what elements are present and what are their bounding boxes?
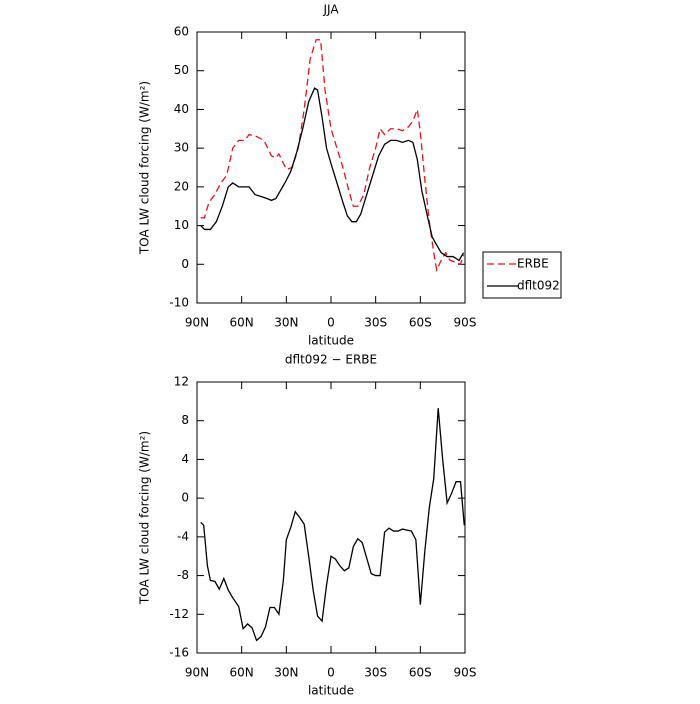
y-tick-label: 10 (174, 218, 189, 232)
x-tick-label: 0 (327, 666, 335, 680)
y-tick-label: -10 (169, 296, 189, 310)
y-tick-label: -8 (177, 568, 189, 582)
legend-box (482, 251, 562, 299)
x-tick-label: 30N (274, 666, 298, 680)
x-tick-label: 60S (409, 666, 432, 680)
x-tick-label: 30S (364, 666, 387, 680)
y-tick-label: -4 (177, 529, 189, 543)
y-tick-label: 50 (174, 63, 189, 77)
chart-title: dflt092 − ERBE (285, 353, 377, 367)
x-tick-label: 90N (185, 666, 209, 680)
y-tick-label: 0 (181, 257, 189, 271)
y-tick-label: -16 (169, 646, 189, 660)
legend-label: ERBE (517, 257, 549, 271)
x-tick-label: 60S (409, 316, 432, 330)
line-series (200, 408, 465, 642)
x-tick-label: 60N (230, 666, 254, 680)
line-series (200, 87, 465, 262)
y-tick-label: 12 (174, 375, 189, 389)
y-tick-label: 8 (181, 413, 189, 427)
x-tick-label: 90S (454, 666, 477, 680)
x-tick-label: 0 (327, 316, 335, 330)
x-axis-label: latitude (308, 684, 354, 698)
legend-label: dflt092 (517, 279, 560, 293)
chart-title: JJA (322, 3, 339, 17)
x-axis-label: latitude (308, 334, 354, 348)
x-tick-label: 30N (274, 316, 298, 330)
x-tick-label: 90N (185, 316, 209, 330)
y-axis-label: TOA LW cloud forcing (W/m²) (138, 431, 152, 605)
y-tick-label: 20 (174, 179, 189, 193)
plot-frame (196, 31, 466, 304)
y-tick-label: 60 (174, 25, 189, 39)
x-tick-label: 60N (230, 316, 254, 330)
line-series (200, 39, 465, 273)
y-axis-label: TOA LW cloud forcing (W/m²) (138, 81, 152, 255)
y-tick-label: -12 (169, 607, 189, 621)
y-tick-label: 0 (181, 491, 189, 505)
y-tick-label: 30 (174, 141, 189, 155)
plot-frame (196, 381, 466, 654)
y-tick-label: 40 (174, 102, 189, 116)
x-tick-label: 30S (364, 316, 387, 330)
x-tick-label: 90S (454, 316, 477, 330)
y-tick-label: 4 (181, 452, 189, 466)
